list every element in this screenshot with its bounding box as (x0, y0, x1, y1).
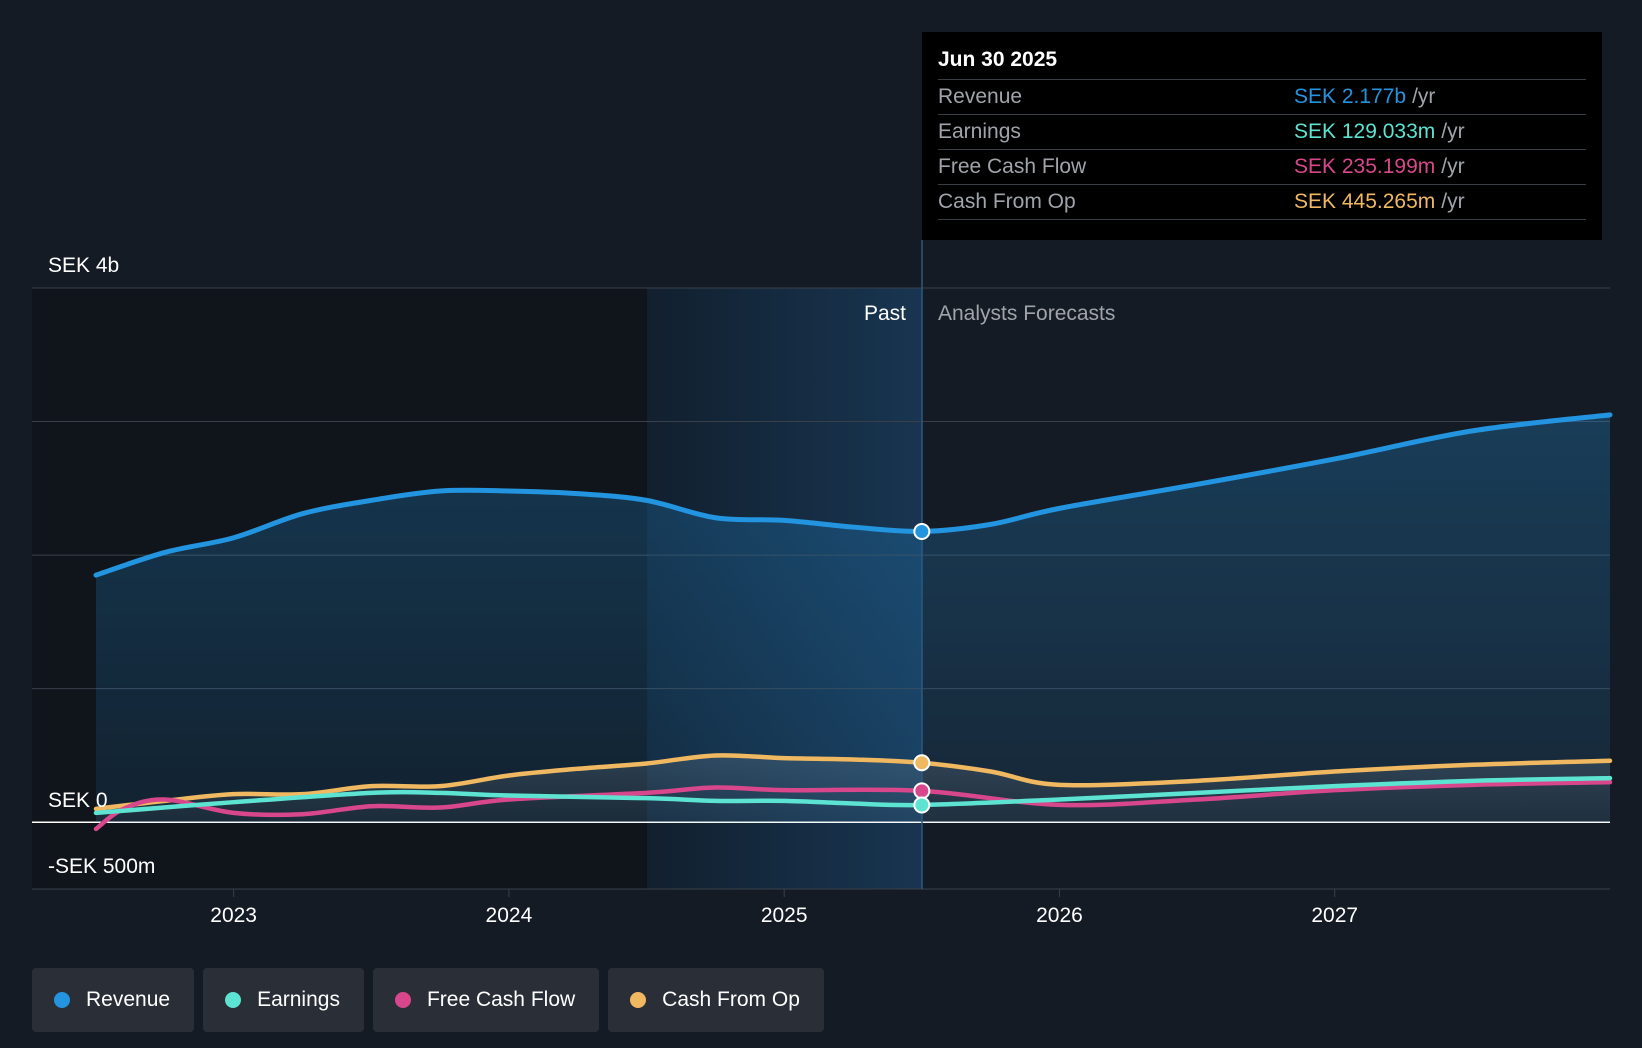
revenue-marker[interactable] (913, 522, 931, 540)
revenue-line (93, 412, 1613, 578)
tooltip-row-value: SEK 2.177b (1294, 85, 1407, 108)
tooltip-row: Cash From Op SEK 445.265m/yr (938, 185, 1586, 220)
legend-dot-icon (54, 992, 70, 1008)
tooltip-row-value: SEK 129.033m (1294, 120, 1436, 143)
tooltip-row-label: Free Cash Flow (938, 155, 1087, 178)
x-tick-label: 2026 (1036, 904, 1083, 927)
x-tick-label: 2024 (486, 904, 533, 927)
tooltip-rows: Revenue SEK 2.177b/yr Earnings SEK 129.033m… (938, 80, 1586, 220)
tooltip-row-value: SEK 445.265m (1294, 190, 1436, 213)
legend-item-earnings[interactable]: Earnings (203, 968, 364, 1032)
tooltip-row-label: Earnings (938, 120, 1021, 143)
y-axis-labels: SEK 4b SEK 0 -SEK 500m (48, 254, 155, 878)
x-tick-label: 2025 (761, 904, 808, 927)
tooltip-row-unit: /yr (1441, 190, 1465, 213)
tooltip-row: Earnings SEK 129.033m/yr (938, 115, 1586, 150)
legend-dot-icon (225, 992, 242, 1008)
x-tick-label: 2027 (1311, 904, 1358, 927)
tooltip-row-label: Cash From Op (938, 190, 1076, 213)
series-markers (913, 522, 931, 814)
free-cash-flow-marker[interactable] (913, 782, 931, 800)
tooltip-row-unit: /yr (1441, 155, 1465, 178)
legend-item-cash-from-op[interactable]: Cash From Op (608, 968, 824, 1032)
x-axis-labels: 2023 2024 2025 2026 2027 (210, 889, 1358, 927)
past-label: Past (864, 302, 906, 325)
tooltip-row-unit: /yr (1441, 120, 1465, 143)
y-tick-label: SEK 4b (48, 254, 119, 277)
legend-label: Revenue (86, 988, 171, 1011)
tooltip-date: Jun 30 2025 (938, 48, 1586, 80)
free-cash-flow-line (93, 779, 1613, 832)
legend-item-free-cash-flow[interactable]: Free Cash Flow (372, 968, 600, 1032)
forecast-label: Analysts Forecasts (938, 302, 1115, 325)
tooltip-row: Revenue SEK 2.177b/yr (938, 80, 1586, 115)
tooltip-row: Free Cash Flow SEK 235.199m/yr (938, 150, 1586, 185)
earnings-marker[interactable] (913, 796, 931, 814)
legend-dot-icon (630, 992, 647, 1008)
revenue-area (96, 414, 1610, 823)
legend-dot-icon (394, 992, 411, 1008)
legend-label: Earnings (257, 988, 340, 1011)
series-lines (93, 412, 1613, 832)
tooltip-row-label: Revenue (938, 85, 1023, 108)
earnings-line (93, 775, 1613, 816)
tooltip: Jun 30 2025 Revenue SEK 2.177b/yr Earnings… (922, 32, 1602, 240)
tooltip-row-value: SEK 235.199m (1294, 155, 1436, 178)
cash-from-op-marker[interactable] (913, 754, 931, 772)
y-tick-label: SEK 0 (48, 789, 108, 812)
legend: Revenue Earnings Free Cash Flow Cash From O… (32, 968, 824, 1032)
y-tick-label: -SEK 500m (48, 855, 155, 878)
legend-label: Free Cash Flow (426, 988, 576, 1011)
x-tick-label: 2023 (210, 904, 257, 927)
cash-from-op-line (93, 753, 1613, 812)
tooltip-row-unit: /yr (1412, 85, 1436, 108)
legend-item-revenue[interactable]: Revenue (32, 968, 195, 1032)
legend-label: Cash From Op (662, 988, 800, 1011)
